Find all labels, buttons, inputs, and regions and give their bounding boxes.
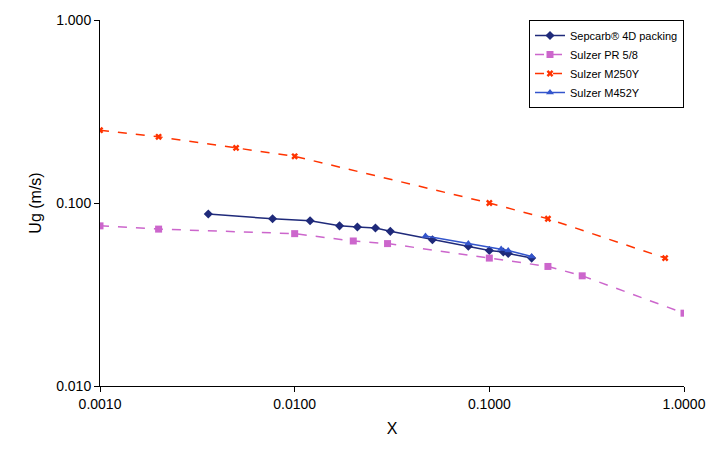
svg-text:0.0100: 0.0100	[273, 396, 316, 412]
svg-text:1.0000: 1.0000	[663, 396, 706, 412]
svg-text:0.100: 0.100	[56, 195, 91, 211]
svg-text:0.0010: 0.0010	[79, 396, 122, 412]
svg-text:Sulzer M250Y: Sulzer M250Y	[570, 68, 640, 80]
svg-text:0.010: 0.010	[56, 378, 91, 394]
svg-text:1.000: 1.000	[56, 12, 91, 28]
svg-text:X: X	[387, 420, 398, 437]
svg-text:Sepcarb® 4D packing: Sepcarb® 4D packing	[570, 30, 677, 42]
svg-text:Ug (m/s): Ug (m/s)	[27, 172, 44, 233]
svg-text:Sulzer M452Y: Sulzer M452Y	[570, 87, 640, 99]
svg-text:0.1000: 0.1000	[468, 396, 511, 412]
svg-text:Sulzer PR 5/8: Sulzer PR 5/8	[570, 49, 638, 61]
